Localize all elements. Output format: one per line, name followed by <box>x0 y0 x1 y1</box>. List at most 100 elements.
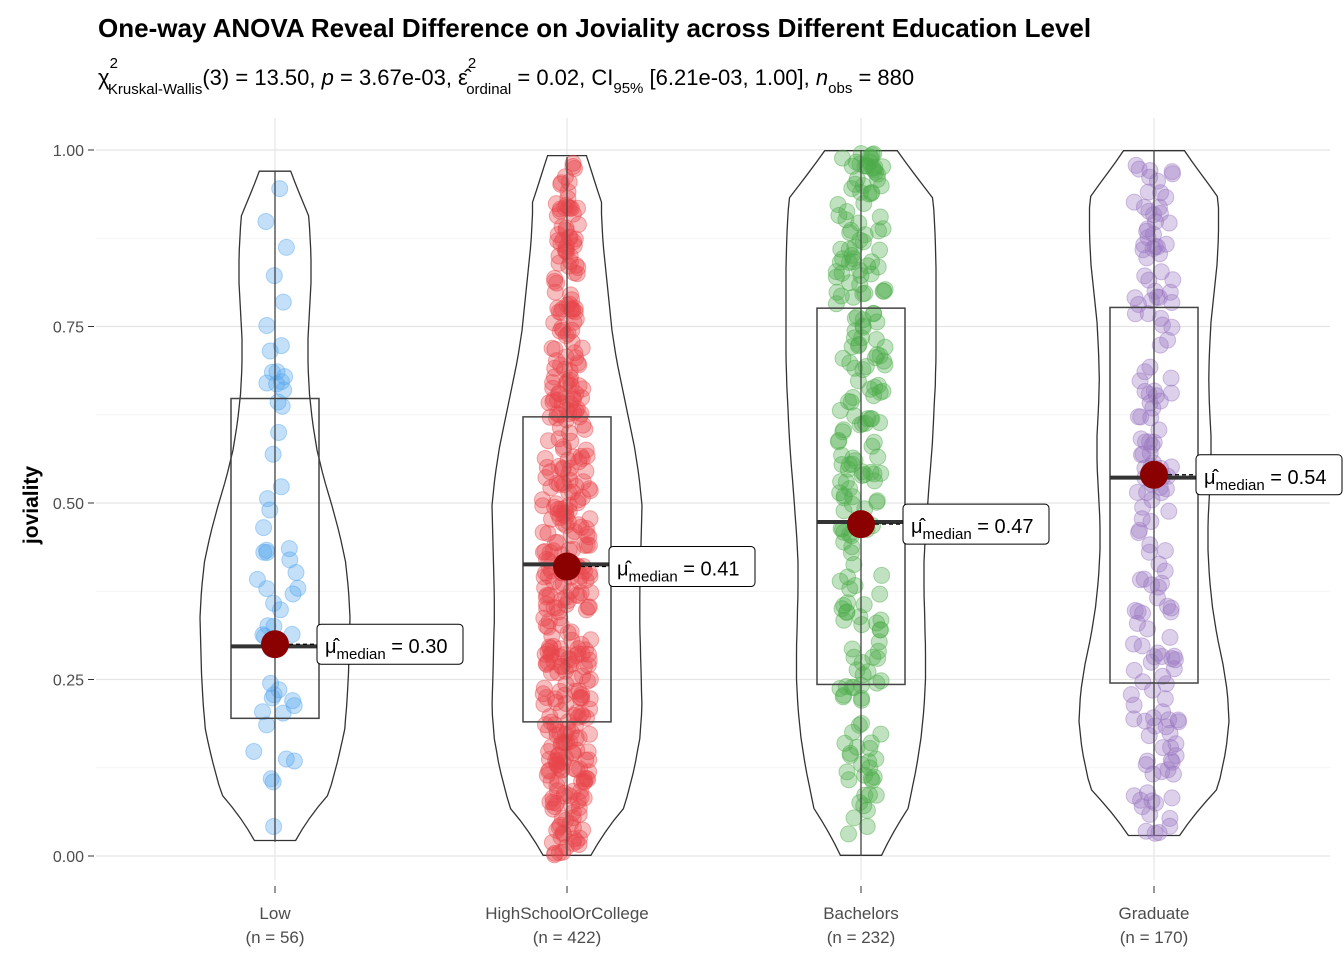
data-point <box>248 570 266 588</box>
data-point <box>557 375 575 393</box>
data-point <box>851 416 869 434</box>
data-point <box>577 641 594 659</box>
data-point <box>871 383 889 401</box>
data-point <box>552 736 570 754</box>
y-tick-label: 0.25 <box>53 673 84 690</box>
data-point <box>1139 229 1157 246</box>
chart-subtitle: χ2 Kruskal-Wallis(3) = 13.50, p = 3.67e-0… <box>98 55 914 98</box>
data-point <box>577 571 595 589</box>
data-point <box>1131 372 1149 390</box>
data-point <box>556 749 574 767</box>
data-point <box>565 264 583 282</box>
data-point <box>1139 620 1156 638</box>
data-point <box>546 269 564 287</box>
data-point <box>569 491 587 509</box>
data-point <box>272 337 290 355</box>
data-point <box>1125 787 1143 805</box>
data-point <box>581 670 599 688</box>
data-point <box>574 707 592 725</box>
data-point <box>1139 305 1157 323</box>
data-point <box>273 373 290 391</box>
data-point <box>567 729 585 747</box>
data-point <box>543 738 561 756</box>
data-point <box>549 746 567 764</box>
chart-title: One-way ANOVA Reveal Difference on Jovia… <box>98 13 1091 43</box>
data-point <box>835 489 853 507</box>
data-point <box>1128 483 1146 501</box>
data-point <box>549 504 567 522</box>
points-graduate <box>1122 156 1188 842</box>
data-point <box>1143 437 1161 454</box>
data-point <box>539 432 557 450</box>
data-point <box>834 349 852 367</box>
data-point <box>537 595 555 613</box>
data-point <box>540 612 558 630</box>
data-point <box>548 599 566 617</box>
data-point <box>258 541 276 559</box>
data-point <box>840 393 857 410</box>
data-point <box>862 463 880 481</box>
data-point <box>565 760 583 778</box>
data-point <box>842 221 860 239</box>
data-point <box>549 232 567 250</box>
data-point <box>1142 409 1160 427</box>
subtitle-effect-sup: 2 <box>468 55 476 72</box>
data-point <box>577 462 595 480</box>
data-point <box>1161 283 1179 301</box>
data-point <box>567 349 585 367</box>
data-point <box>572 688 590 706</box>
data-point <box>867 750 885 768</box>
data-point <box>564 158 582 175</box>
data-point <box>569 216 587 233</box>
data-point <box>1163 163 1181 181</box>
data-point <box>543 834 561 851</box>
data-point <box>1139 784 1156 802</box>
data-point <box>567 647 585 665</box>
x-tick-label: Bachelors <box>823 904 899 923</box>
median-label-box <box>902 503 1050 545</box>
data-point <box>561 459 579 477</box>
data-point <box>1128 614 1146 632</box>
data-point <box>539 618 557 636</box>
data-point <box>873 566 891 584</box>
data-point <box>854 361 872 379</box>
data-point <box>832 473 850 491</box>
data-point <box>875 282 893 300</box>
data-point <box>578 601 595 619</box>
data-point <box>579 598 597 616</box>
data-point <box>548 207 566 225</box>
data-point <box>1151 336 1169 354</box>
data-point <box>863 771 881 789</box>
data-point <box>284 585 302 603</box>
data-point <box>556 360 574 378</box>
data-point <box>540 743 558 760</box>
data-point <box>564 483 582 501</box>
data-point <box>835 487 853 505</box>
data-point <box>1130 524 1148 542</box>
data-point <box>560 483 578 501</box>
data-point <box>1122 686 1140 704</box>
data-point <box>861 148 879 166</box>
data-point <box>537 588 555 606</box>
box-graduate <box>1109 306 1199 684</box>
data-point <box>844 288 862 306</box>
data-point <box>828 283 846 301</box>
data-point <box>568 833 585 850</box>
data-point <box>862 769 880 787</box>
data-point <box>839 568 857 586</box>
data-point <box>1143 576 1161 594</box>
data-point <box>549 226 567 244</box>
data-point <box>1126 602 1144 619</box>
data-point <box>1132 791 1150 809</box>
data-point <box>872 621 889 639</box>
data-point <box>577 751 595 769</box>
data-point <box>869 642 887 660</box>
data-point <box>276 368 294 386</box>
data-point <box>834 423 852 441</box>
data-point <box>582 584 600 602</box>
data-point <box>874 382 892 400</box>
data-point <box>535 609 553 627</box>
data-point <box>568 586 586 604</box>
data-point <box>834 250 852 268</box>
x-tick-label: Low <box>259 904 291 923</box>
